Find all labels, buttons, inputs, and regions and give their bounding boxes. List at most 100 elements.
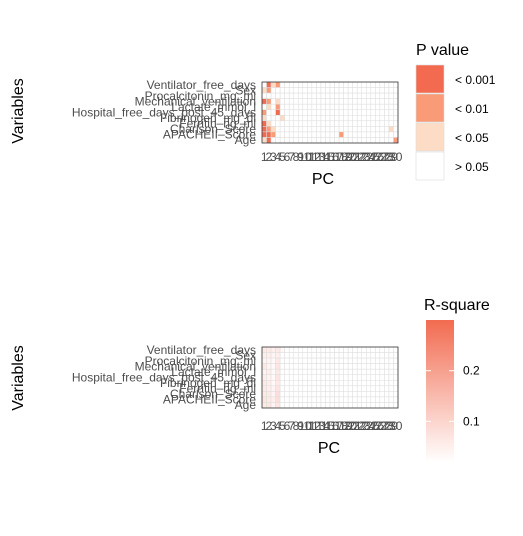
pvalue-cell xyxy=(261,109,267,116)
pvalue-cell xyxy=(266,92,272,99)
rsquare-x-tick-label: 6 xyxy=(284,419,291,433)
rsquare-cell xyxy=(356,380,362,387)
rsquare-cell xyxy=(393,402,399,409)
rsquare-cell xyxy=(293,396,299,403)
pvalue-cell xyxy=(375,137,381,144)
rsquare-cell xyxy=(293,385,299,392)
rsquare-cell xyxy=(366,363,372,370)
pvalue-cell xyxy=(356,126,362,133)
pvalue-cell xyxy=(307,87,313,94)
rsquare-cell xyxy=(370,346,376,353)
pvalue-cell xyxy=(343,115,349,122)
rsquare-cell xyxy=(343,368,349,375)
rsquare-cell xyxy=(325,346,331,353)
rsquare-cell xyxy=(384,374,390,381)
rsquare-cell xyxy=(352,380,358,387)
rsquare-cell xyxy=(361,385,367,392)
rsquare-y-tick-label: Charlson_Score xyxy=(170,387,256,401)
rsquare-cell xyxy=(379,391,385,398)
pvalue-cell xyxy=(266,131,272,138)
rsquare-cell xyxy=(361,357,367,364)
pvalue-cell xyxy=(307,126,313,133)
pvalue-cell xyxy=(293,81,299,88)
rsquare-cell xyxy=(275,374,281,381)
pvalue-cell xyxy=(352,120,358,127)
pvalue-cell xyxy=(393,92,399,99)
rsquare-cell xyxy=(298,368,304,375)
rsquare-cell xyxy=(366,368,372,375)
pvalue-cell xyxy=(320,92,326,99)
pvalue-cell xyxy=(325,87,331,94)
rsquare-cell xyxy=(388,380,394,387)
pvalue-cell xyxy=(338,103,344,110)
rsquare-cell xyxy=(356,352,362,359)
rsquare-cell xyxy=(356,396,362,403)
pvalue-heatmap-y-axis-title: Variables xyxy=(10,78,27,144)
pvalue-cell xyxy=(270,126,276,133)
rsquare-cell xyxy=(388,368,394,375)
rsquare-cell xyxy=(356,357,362,364)
pvalue-x-tick-label: 27 xyxy=(375,150,389,164)
rsquare-cell xyxy=(279,380,285,387)
pvalue-cell xyxy=(307,137,313,144)
rsquare-cell xyxy=(375,396,381,403)
rsquare-colorbar xyxy=(426,320,454,462)
rsquare-cell xyxy=(316,391,322,398)
rsquare-cell xyxy=(325,380,331,387)
pvalue-cell xyxy=(329,137,335,144)
pvalue-cell xyxy=(298,87,304,94)
rsquare-cell xyxy=(270,352,276,359)
rsquare-cell xyxy=(288,368,294,375)
rsquare-cell xyxy=(352,402,358,409)
rsquare-heatmap-y-ticks: Ventilator_free_daysSexProcalcitonin_mg_… xyxy=(72,343,256,412)
rsquare-cell xyxy=(288,402,294,409)
pvalue-cell xyxy=(325,137,331,144)
pvalue-cell xyxy=(288,92,294,99)
pvalue-cell xyxy=(307,120,313,127)
rsquare-heatmap-x-ticks: 1234567891011121314151617181920212223242… xyxy=(261,419,403,433)
rsquare-cell xyxy=(334,357,340,364)
pvalue-cell xyxy=(361,103,367,110)
rsquare-cell xyxy=(270,363,276,370)
pvalue-cell xyxy=(343,81,349,88)
rsquare-cell xyxy=(284,374,290,381)
pvalue-heatmap-frame xyxy=(261,81,399,144)
pvalue-heatmap-x-ticks: 1234567891011121314151617181920212223242… xyxy=(261,150,403,164)
pvalue-cell xyxy=(270,98,276,105)
rsquare-cell xyxy=(284,391,290,398)
pvalue-cell xyxy=(338,131,344,138)
rsquare-cell xyxy=(375,380,381,387)
rsquare-cell xyxy=(334,352,340,359)
pvalue-cell xyxy=(384,103,390,110)
rsquare-cell xyxy=(334,346,340,353)
pvalue-cell xyxy=(338,137,344,144)
pvalue-cell xyxy=(316,126,322,133)
pvalue-legend-label: < 0.01 xyxy=(455,102,489,116)
pvalue-cell xyxy=(329,115,335,122)
rsquare-cell xyxy=(393,363,399,370)
rsquare-cell xyxy=(311,380,317,387)
pvalue-x-tick-label: 2 xyxy=(265,150,272,164)
rsquare-cell xyxy=(338,357,344,364)
pvalue-cell xyxy=(270,109,276,116)
pvalue-cell xyxy=(325,92,331,99)
pvalue-cell xyxy=(261,98,267,105)
pvalue-cell xyxy=(325,103,331,110)
rsquare-cell xyxy=(279,346,285,353)
pvalue-cell xyxy=(388,98,394,105)
pvalue-cell xyxy=(338,120,344,127)
pvalue-cell xyxy=(393,131,399,138)
pvalue-cell xyxy=(334,92,340,99)
rsquare-cell xyxy=(275,402,281,409)
rsquare-x-tick-label: 21 xyxy=(348,419,362,433)
rsquare-cell xyxy=(361,402,367,409)
pvalue-cell xyxy=(311,120,317,127)
pvalue-cell xyxy=(275,137,281,144)
rsquare-cell xyxy=(375,374,381,381)
pvalue-cell xyxy=(361,81,367,88)
pvalue-cell xyxy=(329,87,335,94)
pvalue-cell xyxy=(375,87,381,94)
rsquare-cell xyxy=(266,374,272,381)
rsquare-cell xyxy=(279,402,285,409)
pvalue-cell xyxy=(352,126,358,133)
